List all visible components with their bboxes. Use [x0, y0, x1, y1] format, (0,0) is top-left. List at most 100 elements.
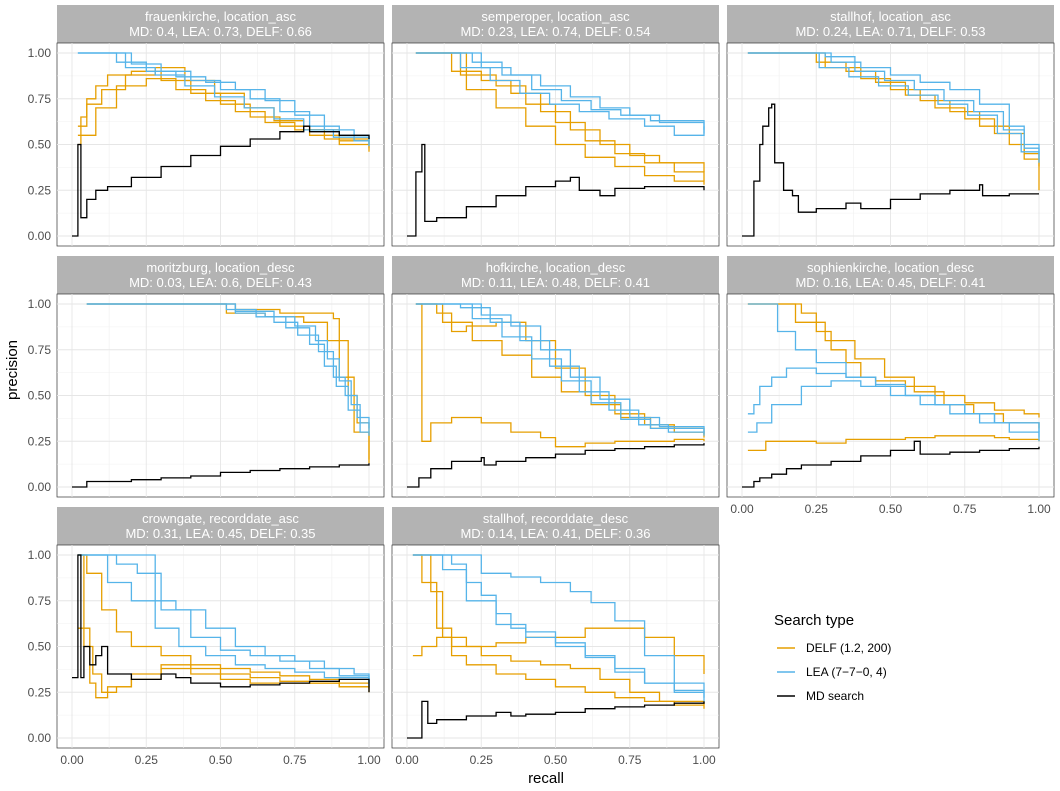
x-tick-label: 1.00 [357, 753, 381, 767]
x-tick-label: 0.75 [618, 753, 642, 767]
series-line-lea [412, 554, 705, 693]
y-tick-label: 0.00 [28, 229, 52, 243]
y-tick-label: 0.50 [28, 389, 52, 403]
y-tick-label: 0.25 [28, 183, 52, 197]
series-line-lea [747, 52, 1040, 160]
series-line-lea [415, 52, 705, 130]
series-line-lea [412, 554, 705, 698]
x-axis-title: recall [528, 770, 564, 787]
series-line-lea [86, 303, 370, 436]
y-tick-label: 0.75 [28, 343, 52, 357]
x-tick-label: 0.75 [283, 753, 307, 767]
panel-strip [392, 5, 719, 43]
panel-title: crowngate, recorddate_asc [142, 511, 299, 526]
legend-title: Search type [774, 612, 854, 629]
series-line-lea [747, 380, 1040, 438]
x-tick-label: 0.50 [879, 502, 903, 516]
y-tick-label: 1.00 [28, 297, 52, 311]
y-tick-label: 0.25 [28, 434, 52, 448]
panel-title: stallhof, location_asc [830, 9, 951, 24]
y-tick-label: 0.50 [28, 138, 52, 152]
series-line-lea [77, 52, 370, 147]
panel-subtitle: MD: 0.14, LEA: 0.41, DELF: 0.36 [460, 526, 650, 541]
series-line-lea [86, 303, 370, 433]
x-tick-label: 0.50 [209, 753, 233, 767]
legend-label-delf: DELF (1.2, 200) [806, 641, 891, 655]
panel-strip [727, 256, 1054, 294]
x-tick-label: 0.00 [395, 753, 419, 767]
panel-title: hofkirche, location_desc [486, 260, 626, 275]
x-tick-label: 0.00 [730, 502, 754, 516]
series-line-md [72, 463, 370, 488]
y-tick-label: 0.50 [28, 640, 52, 654]
panel-strip [57, 5, 384, 43]
series-line-md [72, 554, 370, 693]
legend-label-lea: LEA (7−7−0, 4) [806, 665, 887, 679]
panel-subtitle: MD: 0.03, LEA: 0.6, DELF: 0.43 [129, 275, 312, 290]
series-line-md [407, 443, 705, 488]
series-line-md [742, 103, 1039, 237]
x-tick-label: 0.25 [470, 753, 494, 767]
series-line-delf [415, 303, 705, 448]
x-tick-label: 0.25 [805, 502, 829, 516]
panel-subtitle: MD: 0.4, LEA: 0.73, DELF: 0.66 [129, 24, 312, 39]
panel-strip [727, 5, 1054, 43]
series-line-lea [415, 52, 705, 134]
series-line-delf [412, 554, 705, 709]
y-tick-label: 1.00 [28, 548, 52, 562]
series-line-delf [415, 52, 705, 172]
y-tick-label: 0.00 [28, 731, 52, 745]
x-tick-label: 1.00 [1027, 502, 1051, 516]
series-line-delf [412, 636, 705, 706]
panel-strip [57, 256, 384, 294]
series-line-lea [747, 52, 1040, 163]
y-tick-label: 0.00 [28, 480, 52, 494]
panel-subtitle: MD: 0.16, LEA: 0.45, DELF: 0.41 [795, 275, 985, 290]
series-line-lea [415, 52, 705, 136]
series-line-delf [747, 435, 1040, 452]
series-line-delf [415, 52, 705, 185]
panel-title: semperoper, location_asc [481, 9, 630, 24]
series-line-lea [86, 303, 370, 429]
panel-title: sophienkirche, location_desc [807, 260, 974, 275]
series-line-lea [415, 303, 705, 436]
series-line-md [742, 440, 1040, 488]
series-line-lea [747, 52, 1040, 154]
y-axis-title: precision [4, 340, 21, 400]
panel-strip [57, 507, 384, 545]
y-tick-label: 1.00 [28, 46, 52, 60]
panel-subtitle: MD: 0.24, LEA: 0.71, DELF: 0.53 [795, 24, 985, 39]
series-line-lea [77, 554, 370, 687]
legend-items: DELF (1.2, 200) LEA (7−7−0, 4) MD search [777, 641, 891, 703]
series-line-lea [77, 554, 370, 684]
x-tick-label: 0.25 [135, 753, 159, 767]
x-tick-label: 0.50 [544, 753, 568, 767]
legend: Search type DELF (1.2, 200) LEA (7−7−0, 4… [774, 612, 891, 703]
x-tick-label: 0.75 [953, 502, 977, 516]
y-tick-label: 0.75 [28, 92, 52, 106]
series-line-lea [415, 303, 705, 433]
panel-title: stallhof, recorddate_desc [483, 511, 629, 526]
panel-subtitle: MD: 0.31, LEA: 0.45, DELF: 0.35 [125, 526, 315, 541]
series-line-lea [747, 303, 1040, 433]
panel-strip [392, 256, 719, 294]
panel-subtitle: MD: 0.11, LEA: 0.48, DELF: 0.41 [461, 275, 650, 290]
series-line-lea [415, 303, 705, 434]
series-line-lea [77, 52, 370, 141]
series-line-delf [747, 303, 1040, 429]
series-line-lea [77, 554, 370, 684]
x-tick-label: 0.00 [60, 753, 84, 767]
panel-strip [392, 507, 719, 545]
series-line-md [72, 125, 370, 237]
panel-subtitle: MD: 0.23, LEA: 0.74, DELF: 0.54 [460, 24, 650, 39]
